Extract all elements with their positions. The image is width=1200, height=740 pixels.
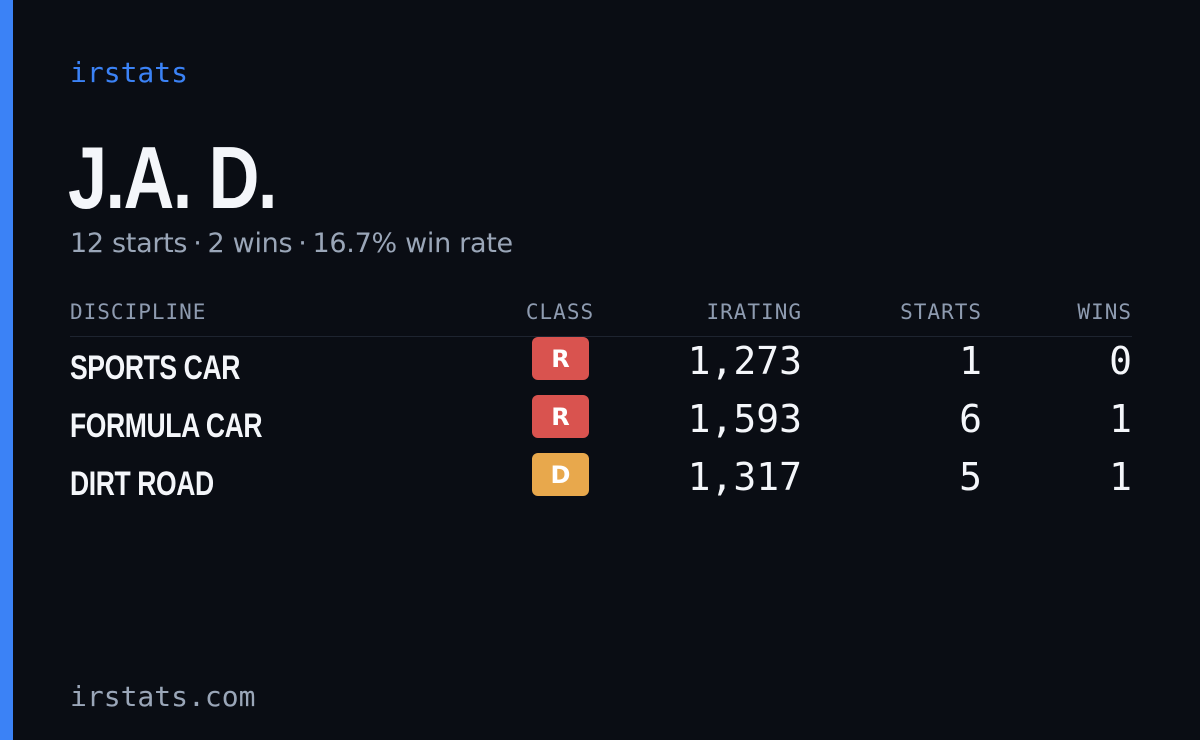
discipline-name: DIRT ROAD — [70, 465, 214, 503]
summary-win-rate: 16.7% win rate — [312, 228, 514, 259]
driver-name: J.A. D. — [68, 128, 277, 227]
header-discipline: DISCIPLINE — [70, 300, 207, 324]
wins-value: 0 — [1109, 339, 1132, 383]
wins-value: 1 — [1109, 397, 1132, 441]
table-header: DISCIPLINE CLASS IRATING STARTS WINS — [70, 296, 1132, 337]
starts-value: 1 — [959, 339, 982, 383]
table-row: FORMULA CAR R 1,593 6 1 — [70, 395, 1132, 453]
discipline-table: DISCIPLINE CLASS IRATING STARTS WINS SPO… — [70, 296, 1132, 511]
summary-separator: · — [298, 228, 307, 259]
accent-bar — [0, 0, 13, 740]
summary-wins: 2 wins — [207, 228, 293, 259]
table-row: SPORTS CAR R 1,273 1 0 — [70, 337, 1132, 395]
header-irating: IRATING — [706, 300, 802, 324]
irating-value: 1,317 — [687, 455, 802, 499]
driver-summary: 12 starts · 2 wins · 16.7% win rate — [70, 228, 513, 259]
header-starts: STARTS — [900, 300, 982, 324]
irating-value: 1,593 — [687, 397, 802, 441]
discipline-name: FORMULA CAR — [70, 407, 263, 445]
discipline-name: SPORTS CAR — [70, 349, 240, 387]
footer-url[interactable]: irstats.com — [70, 680, 256, 713]
starts-value: 5 — [959, 455, 982, 499]
license-class-badge: D — [532, 453, 589, 496]
summary-starts: 12 starts — [70, 228, 188, 259]
brand-logo[interactable]: irstats — [70, 56, 189, 89]
table-row: DIRT ROAD D 1,317 5 1 — [70, 453, 1132, 511]
summary-separator: · — [193, 228, 202, 259]
wins-value: 1 — [1109, 455, 1132, 499]
starts-value: 6 — [959, 397, 982, 441]
header-wins: WINS — [1077, 300, 1132, 324]
license-class-badge: R — [532, 337, 589, 380]
irating-value: 1,273 — [687, 339, 802, 383]
header-class: CLASS — [525, 300, 595, 324]
license-class-badge: R — [532, 395, 589, 438]
